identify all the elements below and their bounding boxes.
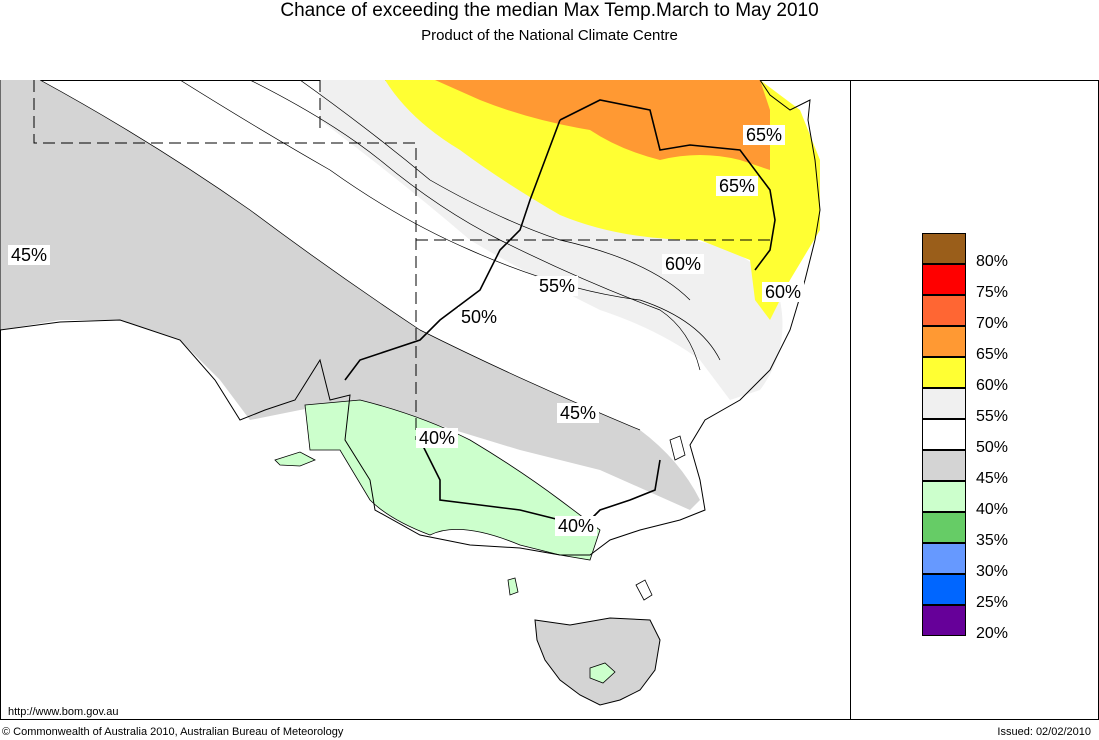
legend-swatch <box>922 326 966 357</box>
legend-label: 65% <box>976 346 1009 363</box>
zone-65 <box>435 80 770 170</box>
lake-outline <box>669 435 686 461</box>
zone-40-victoria <box>274 399 601 561</box>
legend-swatch <box>922 543 966 574</box>
legend-label: 70% <box>976 315 1009 332</box>
source-url[interactable]: http://www.bom.gov.au <box>8 706 119 718</box>
legend-label: 60% <box>976 377 1009 394</box>
legend-entry: 65% <box>922 326 1042 363</box>
legend-swatch <box>922 574 966 605</box>
legend-label: 45% <box>976 470 1009 487</box>
legend-swatch <box>922 512 966 543</box>
map-label: 60% <box>662 254 705 274</box>
legend-swatch <box>922 233 966 264</box>
map-label: 50% <box>458 307 501 327</box>
legend-entry: 60% <box>922 357 1042 394</box>
legend-label: 50% <box>976 439 1009 456</box>
copyright-text: © Commonwealth of Australia 2010, Austra… <box>2 726 344 738</box>
legend-swatch <box>922 357 966 388</box>
legend-label: 35% <box>976 532 1009 549</box>
legend-entry: 25% <box>922 574 1042 611</box>
legend-swatch <box>922 605 966 636</box>
map-label: 65% <box>743 125 786 145</box>
legend-entry: 80% <box>922 233 1042 270</box>
legend-entry: 40% <box>922 481 1042 518</box>
map-label: 40% <box>416 428 459 448</box>
map-label: 55% <box>536 276 579 296</box>
legend-label: 80% <box>976 253 1009 270</box>
isolines <box>39 80 721 431</box>
issued-date: Issued: 02/02/2010 <box>997 726 1091 738</box>
legend-entry: 35% <box>922 512 1042 549</box>
legend-entry: 30% <box>922 543 1042 580</box>
legend-entry: 70% <box>922 295 1042 332</box>
legend-swatch <box>922 481 966 512</box>
legend-label: 40% <box>976 501 1009 518</box>
legend-swatch <box>922 295 966 326</box>
map-label: 60% <box>762 282 805 302</box>
probability-map <box>0 80 1099 720</box>
legend-swatch <box>922 450 966 481</box>
legend-label: 30% <box>976 563 1009 580</box>
zone-45-west <box>0 80 700 510</box>
state-borders <box>33 80 770 440</box>
map-subtitle: Product of the National Climate Centre <box>421 27 678 44</box>
legend-label: 25% <box>976 594 1009 611</box>
legend-swatch <box>922 388 966 419</box>
map-title: Chance of exceeding the median Max Temp.… <box>280 0 819 21</box>
map-label: 45% <box>8 245 51 265</box>
map-label: 65% <box>716 176 759 196</box>
tasmania <box>507 577 661 706</box>
coastline <box>0 80 821 556</box>
legend-label: 55% <box>976 408 1009 425</box>
legend-entry: 45% <box>922 450 1042 487</box>
legend-entry: 20% <box>922 605 1042 642</box>
map-label: 40% <box>555 516 598 536</box>
legend-entry: 50% <box>922 419 1042 456</box>
legend-swatch <box>922 419 966 450</box>
legend-entry: 75% <box>922 264 1042 301</box>
legend-label: 20% <box>976 625 1009 642</box>
legend-swatch <box>922 264 966 295</box>
legend-entry: 55% <box>922 388 1042 425</box>
map-label: 45% <box>557 403 600 423</box>
legend-label: 75% <box>976 284 1009 301</box>
